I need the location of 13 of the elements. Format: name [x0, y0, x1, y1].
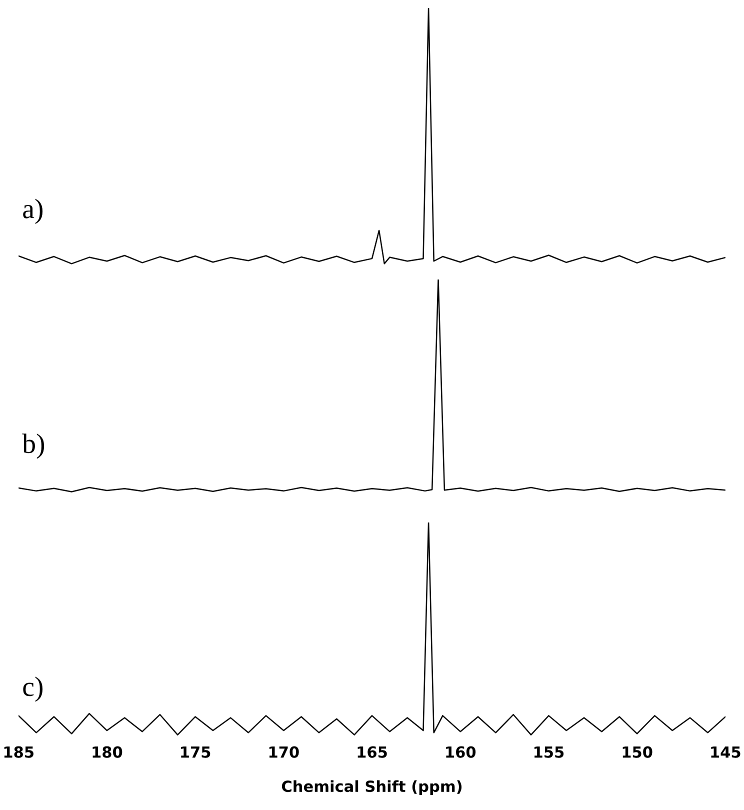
x-tick-label: 165 [358, 746, 387, 758]
x-tick-label: 175 [181, 746, 210, 758]
x-tick-label: 150 [622, 746, 652, 758]
x-tick-label: 185 [4, 746, 34, 758]
x-tick-label: 155 [534, 746, 564, 758]
x-tick-label: 160 [446, 746, 476, 758]
annotation: c) [23, 676, 42, 702]
x-tick-label: 180 [92, 746, 122, 758]
x-tick-label: 145 [711, 746, 740, 758]
annotation: b) [22, 434, 44, 459]
annotation: a) [23, 198, 42, 224]
x-tick-label: 170 [269, 746, 299, 758]
x-axis-title: Chemical Shift (ppm) [282, 780, 462, 796]
